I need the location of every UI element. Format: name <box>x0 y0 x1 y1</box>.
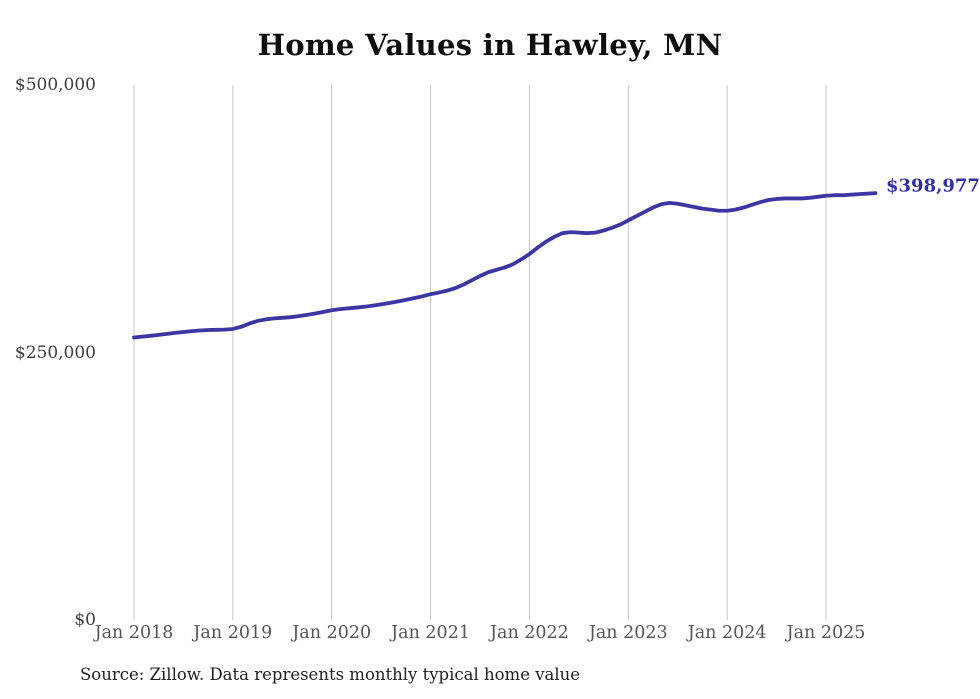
x-tick-label: Jan 2024 <box>687 623 767 643</box>
x-tick-label: Jan 2020 <box>292 623 372 643</box>
source-note: Source: Zillow. Data represents monthly … <box>80 665 581 684</box>
home-value-series-line <box>132 191 878 340</box>
y-tick-label: $0 <box>74 610 96 630</box>
y-tick-label: $500,000 <box>14 75 96 95</box>
x-tick-label: Jan 2023 <box>588 623 668 643</box>
x-tick-label: Jan 2025 <box>786 623 866 643</box>
y-tick-label: $250,000 <box>14 342 96 363</box>
x-tick-label: Jan 2022 <box>490 623 569 643</box>
x-tick-label: Jan 2021 <box>391 623 470 643</box>
x-tick-label: Jan 2019 <box>193 623 273 643</box>
chart-title: Home Values in Hawley, MN <box>257 28 723 62</box>
x-tick-label: Jan 2018 <box>94 623 174 643</box>
latest-value-label: $398,977 <box>886 175 980 197</box>
